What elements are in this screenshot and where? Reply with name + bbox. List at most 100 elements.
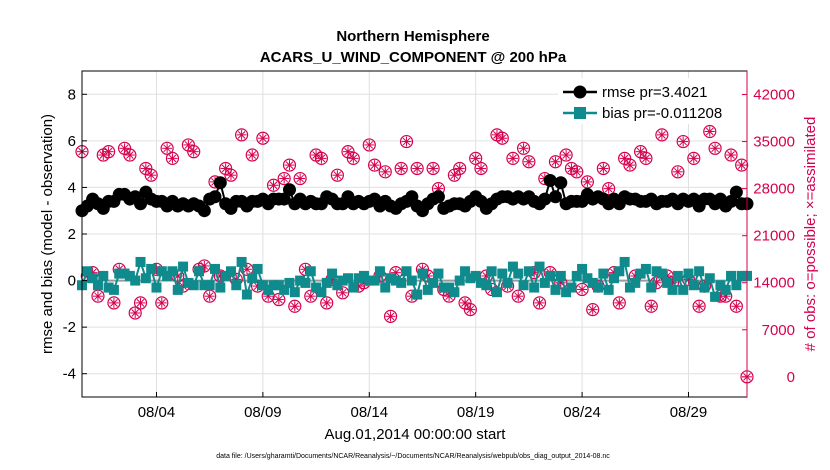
obs-possible-point xyxy=(612,296,626,310)
bias-point xyxy=(327,268,338,279)
asterisk-stroke xyxy=(296,174,304,183)
bias-point xyxy=(688,280,699,291)
bias-point xyxy=(422,284,433,295)
bias-point xyxy=(603,284,614,295)
obs-possible-point xyxy=(219,161,233,176)
bias-point xyxy=(247,273,258,284)
asterisk-stroke xyxy=(333,171,342,180)
obs-assimilated-point xyxy=(523,156,534,167)
rmse-point xyxy=(729,185,743,199)
obs-possible-point xyxy=(729,299,743,313)
obs-assimilated-point xyxy=(534,297,545,308)
asterisk-stroke xyxy=(413,164,422,173)
asterisk-stroke xyxy=(737,161,746,169)
obs-possible-point xyxy=(330,168,344,182)
bias-point xyxy=(651,266,662,277)
bias-point xyxy=(635,268,646,279)
rmse-point xyxy=(197,204,211,218)
bias-point xyxy=(343,273,353,284)
obs-possible-point xyxy=(362,138,376,152)
left-tick-label: -4 xyxy=(63,366,76,383)
legend-rmse-label: rmse pr=3.4021 xyxy=(602,84,707,101)
bias-point xyxy=(550,284,561,295)
obs-assimilated-point xyxy=(156,297,167,308)
obs-possible-point xyxy=(383,309,398,323)
obs-assimilated-point xyxy=(257,133,268,144)
bias-point xyxy=(699,282,710,293)
bias-point xyxy=(231,280,242,291)
rmse-point xyxy=(538,192,552,206)
obs-assimilated-point xyxy=(337,287,348,298)
obs-assimilated-point xyxy=(146,170,157,181)
bias-point xyxy=(321,277,332,288)
asterisk-stroke xyxy=(248,151,257,159)
obs-assimilated-point xyxy=(183,139,194,150)
bias-point xyxy=(364,275,375,286)
obs-assimilated-point xyxy=(247,150,258,161)
bias-point xyxy=(295,275,306,286)
obs-assimilated-point xyxy=(736,160,747,171)
x-tick-label: 08/04 xyxy=(138,404,176,421)
asterisk-stroke xyxy=(322,299,331,307)
asterisk-stroke xyxy=(168,154,177,163)
asterisk-stroke xyxy=(126,151,134,159)
bias-point xyxy=(130,275,141,286)
bias-point xyxy=(417,268,428,279)
obs-assimilated-point xyxy=(694,301,705,312)
bias-point xyxy=(273,280,284,291)
asterisk-stroke xyxy=(658,131,666,139)
obs-possible-point xyxy=(623,158,637,172)
obs-assimilated-point xyxy=(624,160,635,171)
obs-possible-point xyxy=(346,151,360,165)
bias-point xyxy=(396,277,407,288)
right-tick-label: 28000 xyxy=(753,181,795,198)
bias-point xyxy=(92,280,103,291)
obs-assimilated-point xyxy=(380,166,391,177)
obs-possible-point xyxy=(165,151,180,165)
rmse-series xyxy=(75,173,754,218)
obs-assimilated-point xyxy=(108,297,119,308)
bias-point xyxy=(374,266,385,277)
bias-point xyxy=(678,284,689,295)
bias-point xyxy=(146,263,157,274)
bias-point xyxy=(156,266,167,277)
asterisk-stroke xyxy=(455,164,464,173)
bias-point xyxy=(337,275,348,286)
bias-point xyxy=(87,273,98,284)
right-tick-label: 35000 xyxy=(753,134,795,151)
bias-point xyxy=(640,263,651,274)
obs-possible-point xyxy=(516,141,531,155)
asterisk-stroke xyxy=(184,141,193,149)
obs-possible-point xyxy=(559,148,573,162)
obs-assimilated-point xyxy=(449,170,460,181)
asterisk-stroke xyxy=(535,299,544,307)
bias-point xyxy=(380,282,391,293)
obs-assimilated-point xyxy=(348,153,359,164)
bias-point xyxy=(491,287,502,298)
legend-rmse-marker xyxy=(573,85,587,99)
obs-possible-point xyxy=(282,158,297,172)
obs-assimilated-point xyxy=(704,126,715,137)
obs-assimilated-point xyxy=(92,291,103,302)
bias-point xyxy=(406,275,417,286)
bias-point xyxy=(348,282,359,293)
bias-point xyxy=(545,270,556,281)
asterisk-stroke xyxy=(689,154,698,163)
bias-point xyxy=(236,256,247,267)
rmse-point xyxy=(134,197,148,211)
obs-assimilated-point xyxy=(428,163,439,174)
obs-assimilated-point xyxy=(119,143,130,154)
asterisk-stroke xyxy=(525,157,533,166)
obs-assimilated-point xyxy=(513,291,524,302)
asterisk-stroke xyxy=(237,131,246,139)
asterisk-stroke xyxy=(732,302,741,311)
obs-assimilated-point xyxy=(305,291,316,302)
obs-assimilated-point xyxy=(98,150,109,161)
bias-point xyxy=(199,280,210,291)
bias-point xyxy=(726,270,737,281)
rmse-point xyxy=(431,190,445,204)
bias-point xyxy=(656,268,667,279)
asterisk-stroke xyxy=(509,154,517,163)
bias-point xyxy=(119,268,130,279)
